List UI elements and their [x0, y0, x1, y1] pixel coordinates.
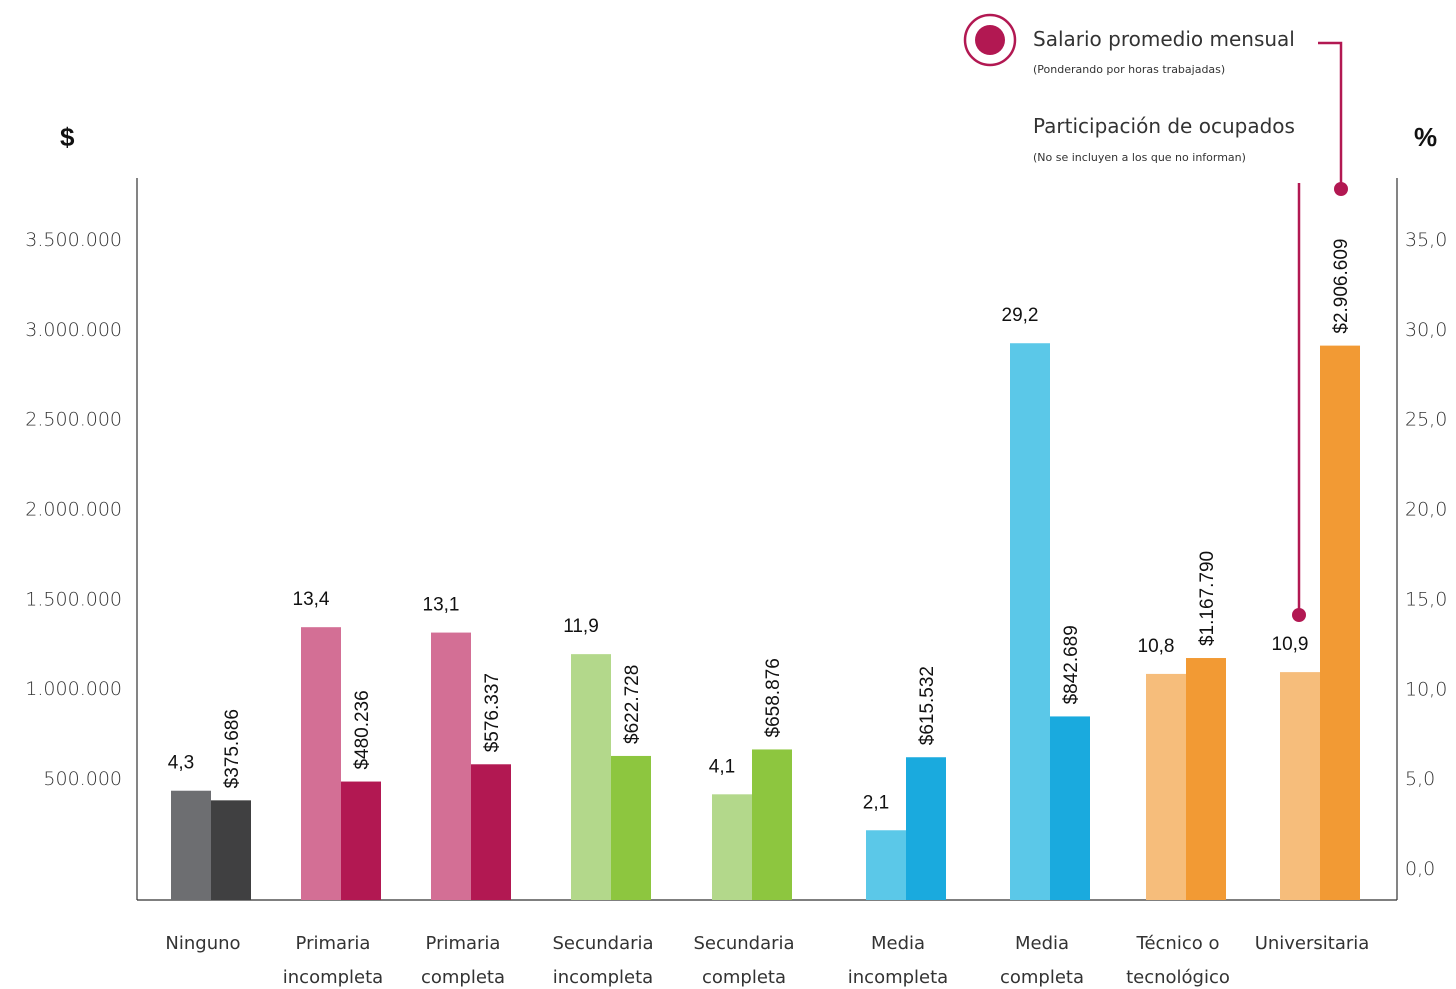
label-participacion: 4,3 — [168, 753, 194, 774]
category-label: Primaria completa — [421, 933, 505, 988]
category-label: Media incompleta — [848, 933, 948, 988]
label-salario: $480.236 — [352, 690, 373, 769]
label-participacion: 29,2 — [1002, 305, 1039, 326]
bar-participacion — [171, 790, 211, 900]
legend-participacion-note: (No se incluyen a los que no informan) — [1033, 151, 1246, 164]
category-label: Universitaria — [1255, 933, 1370, 954]
label-salario: $842.689 — [1061, 625, 1082, 704]
left-tick-label: 2.500.000 — [25, 409, 122, 431]
right-tick-label: 30,0 — [1405, 319, 1447, 341]
bar-salario — [341, 781, 381, 900]
category-label: Secundaria completa — [693, 933, 794, 988]
label-salario: $576.337 — [482, 673, 503, 752]
label-salario: $1.167.790 — [1197, 551, 1218, 646]
left-tick-label: 1.000.000 — [25, 678, 122, 700]
left-tick-labels: 500.000 1.000.000 1.500.000 2.000.000 2.500.… — [25, 229, 122, 790]
bar-labels: 4,3 $375.686 13,4 $480.236 13,1 $576.337 11,9 $… — [168, 239, 1352, 814]
bar-participacion — [712, 794, 752, 900]
left-tick-label: 500.000 — [43, 768, 122, 790]
right-tick-label: 10,0 — [1405, 678, 1447, 700]
category-label: Técnico o tecnológico — [1126, 933, 1230, 988]
left-tick-label: 3.500.000 — [25, 229, 122, 251]
category-label: Secundaria incompleta — [552, 933, 653, 988]
category-label: Primaria incompleta — [283, 933, 383, 988]
bar-participacion — [571, 654, 611, 900]
label-participacion: 11,9 — [563, 616, 599, 637]
right-tick-label: 20,0 — [1405, 499, 1447, 521]
bar-salario — [471, 764, 511, 900]
label-salario: $615.532 — [917, 666, 938, 745]
label-participacion: 10,9 — [1272, 634, 1309, 655]
bars — [171, 343, 1360, 901]
bar-salario — [906, 757, 946, 900]
legend-salario-dot — [975, 25, 1005, 55]
label-salario: $375.686 — [222, 709, 243, 788]
left-axis-unit: $ — [60, 122, 75, 152]
label-participacion: 10,8 — [1138, 636, 1175, 657]
label-participacion: 4,1 — [709, 756, 735, 777]
bar-participacion — [1010, 343, 1050, 901]
right-tick-label: 25,0 — [1405, 409, 1447, 431]
label-participacion: 13,1 — [423, 595, 460, 616]
label-salario: $622.728 — [622, 665, 643, 744]
bar-salario — [752, 749, 792, 900]
legend-salario-note: (Ponderando por horas trabajadas) — [1033, 63, 1225, 76]
bar-participacion — [301, 627, 341, 900]
label-participacion: 13,4 — [293, 589, 330, 610]
bar-participacion — [1280, 672, 1320, 900]
legend-participacion-title: Participación de ocupados — [1033, 114, 1295, 138]
right-tick-label: 5,0 — [1405, 768, 1435, 790]
bar-participacion — [1146, 673, 1186, 900]
bar-salario — [1050, 716, 1090, 900]
right-tick-label: 35,0 — [1405, 229, 1447, 251]
left-tick-label: 1.500.000 — [25, 588, 122, 610]
legend-salario-title: Salario promedio mensual — [1033, 27, 1295, 51]
legend: Salario promedio mensual (Ponderando por… — [963, 13, 1348, 622]
bar-participacion — [431, 632, 471, 900]
label-participacion: 2,1 — [863, 792, 889, 813]
bar-salario — [211, 800, 251, 900]
bar-salario — [1320, 345, 1360, 901]
legend-participacion-leader-dot — [1292, 608, 1306, 622]
category-label: Media completa — [1000, 933, 1084, 988]
right-tick-label: 0,0 — [1405, 858, 1435, 880]
right-axis-unit: % — [1414, 122, 1437, 152]
left-tick-label: 2.000.000 — [25, 499, 122, 521]
left-tick-label: 3.000.000 — [25, 319, 122, 341]
category-labels: Ninguno Primaria incompleta Primaria complet… — [165, 933, 1369, 988]
legend-salario-leader-dot — [1334, 182, 1348, 196]
right-tick-labels: 0,0 5,0 10,0 15,0 20,0 25,0 30,0 35,0 — [1405, 229, 1447, 880]
right-tick-label: 15,0 — [1405, 588, 1447, 610]
bar-salario — [611, 755, 651, 900]
category-label: Ninguno — [165, 933, 240, 954]
bar-participacion — [866, 830, 906, 900]
bar-salario — [1186, 658, 1226, 900]
legend-salario-leader — [1318, 41, 1343, 189]
label-salario: $2.906.609 — [1331, 239, 1352, 334]
label-salario: $658.876 — [763, 658, 784, 737]
